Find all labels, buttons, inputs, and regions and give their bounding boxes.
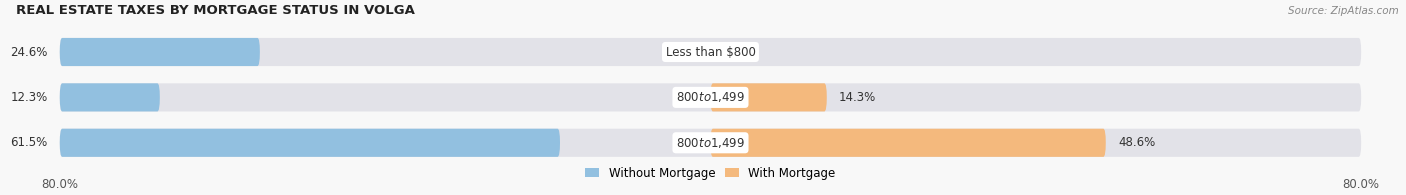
Text: 24.6%: 24.6%	[10, 45, 48, 58]
Text: REAL ESTATE TAXES BY MORTGAGE STATUS IN VOLGA: REAL ESTATE TAXES BY MORTGAGE STATUS IN …	[17, 4, 415, 17]
FancyBboxPatch shape	[60, 129, 560, 157]
Text: 48.6%: 48.6%	[1118, 136, 1156, 149]
Text: 0.0%: 0.0%	[723, 45, 752, 58]
Text: 14.3%: 14.3%	[839, 91, 876, 104]
Text: $800 to $1,499: $800 to $1,499	[676, 90, 745, 104]
FancyBboxPatch shape	[60, 83, 160, 112]
FancyBboxPatch shape	[60, 83, 1361, 112]
FancyBboxPatch shape	[710, 83, 827, 112]
Text: Less than $800: Less than $800	[665, 45, 755, 58]
Text: Source: ZipAtlas.com: Source: ZipAtlas.com	[1288, 6, 1399, 16]
FancyBboxPatch shape	[710, 129, 1105, 157]
FancyBboxPatch shape	[60, 129, 1361, 157]
Text: $800 to $1,499: $800 to $1,499	[676, 136, 745, 150]
Text: 12.3%: 12.3%	[10, 91, 48, 104]
Legend: Without Mortgage, With Mortgage: Without Mortgage, With Mortgage	[581, 162, 841, 184]
FancyBboxPatch shape	[60, 38, 1361, 66]
FancyBboxPatch shape	[60, 38, 260, 66]
Text: 61.5%: 61.5%	[10, 136, 48, 149]
